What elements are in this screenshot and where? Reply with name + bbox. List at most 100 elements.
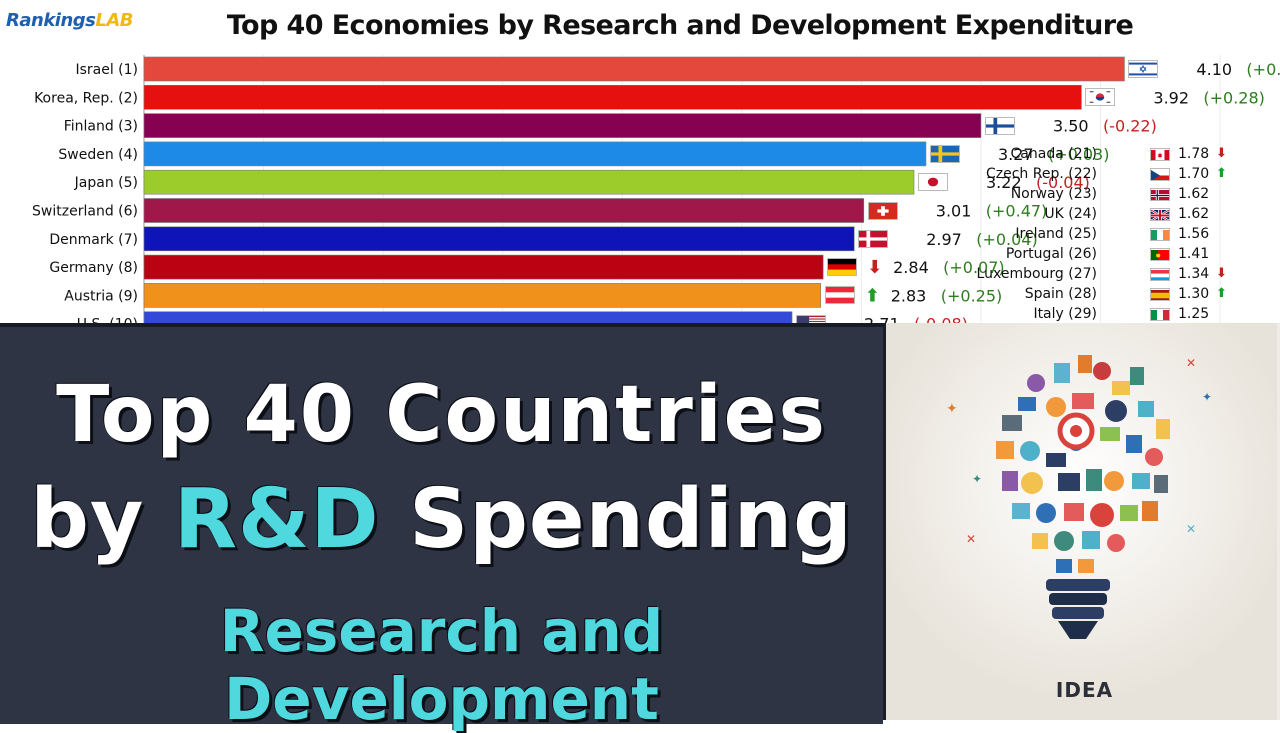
south-korea-flag (1085, 88, 1116, 107)
up-arrow-icon: ⬆ (1216, 166, 1227, 181)
bar-value: 2.97 (926, 230, 962, 249)
bar-value: 4.10 (1196, 60, 1232, 79)
bar-label: Japan (5) (74, 175, 138, 191)
side-list-value: 1.41 (1178, 246, 1210, 262)
sweden-flag (929, 144, 960, 163)
headline-line2: by R&D Spending (0, 472, 883, 567)
side-list-value: 1.34 (1178, 266, 1210, 282)
bar-value: 3.50 (1053, 117, 1089, 136)
logo-text-lab: LAB (95, 10, 133, 31)
headline-subtitle: Research and Development (219, 597, 664, 733)
down-arrow-icon: ⬇ (867, 257, 882, 278)
side-list-value: 1.25 (1178, 306, 1210, 322)
bar (143, 141, 927, 167)
bar (143, 283, 822, 308)
side-list-label: UK (24) (1044, 206, 1097, 222)
side-list-label: Czech Rep. (22) (986, 166, 1097, 182)
canada-flag (1150, 148, 1170, 161)
title-panel: Top 40 Countries by R&D Spending Researc… (0, 323, 883, 733)
bar-label: Denmark (7) (49, 232, 138, 248)
headline-accent: R&D (173, 472, 380, 567)
japan-flag (918, 173, 948, 192)
headline-suffix: Spending (379, 472, 853, 567)
bar-change: (+0.04) (976, 230, 1038, 249)
side-list-row: UK (24) 1.62 (960, 204, 1260, 224)
bar-change: (+0.25) (941, 286, 1003, 305)
svg-text:✕: ✕ (966, 532, 976, 546)
bar (143, 226, 855, 252)
switzerland-flag (867, 201, 898, 220)
denmark-flag (858, 229, 889, 248)
idea-illustration: ✦ ✕ ✦ ✦ ✕ ✕ IDEA (883, 323, 1280, 720)
side-list-row: Portugal (26) 1.41 (960, 244, 1260, 264)
bar-value: 3.01 (936, 202, 972, 221)
up-arrow-icon: ⬆ (865, 285, 880, 306)
finland-flag (984, 116, 1015, 135)
down-arrow-icon: ⬇ (1216, 146, 1227, 161)
side-list-value: 1.62 (1178, 206, 1210, 222)
svg-text:✦: ✦ (946, 401, 958, 417)
side-list-row: Norway (23) 1.62 (960, 184, 1260, 204)
bar (143, 254, 824, 280)
bar-change: (+0.07) (943, 258, 1005, 277)
bar-change: (+0.15) (1246, 60, 1280, 79)
side-list-value: 1.70 (1178, 166, 1210, 182)
bar-value: 2.83 (891, 286, 927, 305)
bar-change: (-0.22) (1103, 117, 1157, 136)
side-list-value: 1.56 (1178, 226, 1210, 242)
chart-title: Top 40 Economies by Research and Develop… (226, 10, 1134, 41)
lightbulb-idea-icon: ✦ ✕ ✦ ✦ ✕ ✕ (886, 323, 1277, 720)
side-list-row: Luxembourg (27) 1.34 ⬇ (960, 264, 1260, 284)
bar (143, 113, 982, 138)
bar-label: Austria (9) (64, 288, 138, 304)
side-list-label: Norway (23) (1010, 186, 1097, 202)
logo-text-rankings: Rankings (6, 10, 96, 31)
side-list-row: Italy (29) 1.25 (960, 304, 1260, 324)
bar-change: (+0.47) (986, 202, 1048, 221)
bar (143, 56, 1125, 82)
bar-value: 3.27 (998, 145, 1034, 164)
side-list-value: 1.78 (1178, 146, 1210, 162)
bar-label: Israel (1) (75, 62, 138, 78)
norway-flag (1150, 188, 1170, 201)
down-arrow-icon: ⬇ (1216, 266, 1227, 281)
luxembourg-flag (1150, 268, 1170, 281)
bar-value: 3.92 (1153, 88, 1189, 107)
bar-change: (+0.03) (1048, 145, 1110, 164)
spain-flag (1150, 288, 1170, 301)
idea-caption: IDEA (1055, 678, 1114, 702)
uk-flag (1150, 208, 1170, 221)
bar-label: Switzerland (6) (32, 204, 138, 220)
bar (143, 169, 915, 195)
side-list-value: 1.62 (1178, 186, 1210, 202)
svg-text:✦: ✦ (972, 472, 982, 486)
svg-text:✕: ✕ (1186, 522, 1196, 536)
ireland-flag (1150, 228, 1170, 241)
side-list-row: Ireland (25) 1.56 (960, 224, 1260, 244)
bar-label: Finland (3) (64, 119, 138, 135)
side-list-label: Luxembourg (27) (976, 266, 1097, 282)
bar-label: Sweden (4) (58, 147, 138, 163)
up-arrow-icon: ⬆ (1216, 286, 1227, 301)
austria-flag (824, 286, 855, 305)
side-list-label: Italy (29) (1033, 306, 1097, 322)
bar (143, 198, 865, 223)
bar-value: 3.22 (986, 173, 1022, 192)
bar-label: Korea, Rep. (2) (34, 90, 138, 106)
side-list-label: Portugal (26) (1005, 246, 1097, 262)
bar-value: 2.84 (893, 258, 929, 277)
italy-flag (1150, 308, 1170, 321)
headline-line1: Top 40 Countries (56, 370, 827, 460)
ranking-side-list: Canada (21) 1.78 ⬇ Czech Rep. (22) 1.70 ⬆ Norw… (960, 144, 1260, 324)
svg-text:✕: ✕ (1186, 356, 1196, 370)
bar-change: (+0.28) (1203, 88, 1265, 107)
bar (143, 85, 1082, 110)
side-list-row: Czech Rep. (22) 1.70 ⬆ (960, 164, 1260, 184)
side-list-label: Canada (21) (1010, 146, 1097, 162)
bar-label: Germany (8) (49, 260, 138, 276)
bar-change: (-0.04) (1036, 173, 1090, 192)
czech-flag (1150, 168, 1170, 181)
rankingslab-logo: RankingsLAB (6, 10, 133, 31)
portugal-flag (1150, 248, 1170, 261)
side-list-row: Canada (21) 1.78 ⬇ (960, 144, 1260, 164)
